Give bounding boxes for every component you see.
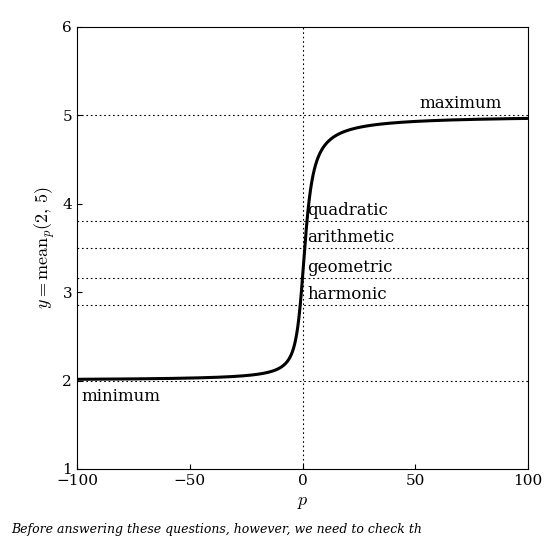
Text: arithmetic: arithmetic bbox=[307, 229, 394, 246]
Text: quadratic: quadratic bbox=[307, 202, 388, 219]
Text: maximum: maximum bbox=[420, 95, 502, 112]
X-axis label: $p$: $p$ bbox=[296, 493, 309, 512]
Text: minimum: minimum bbox=[81, 388, 161, 405]
Text: Before answering these questions, however, we need to check th: Before answering these questions, howeve… bbox=[11, 523, 422, 536]
Text: geometric: geometric bbox=[307, 259, 393, 276]
Y-axis label: $y = \mathrm{mean}_p(2,\,5)$: $y = \mathrm{mean}_p(2,\,5)$ bbox=[32, 186, 57, 309]
Text: harmonic: harmonic bbox=[307, 286, 387, 303]
